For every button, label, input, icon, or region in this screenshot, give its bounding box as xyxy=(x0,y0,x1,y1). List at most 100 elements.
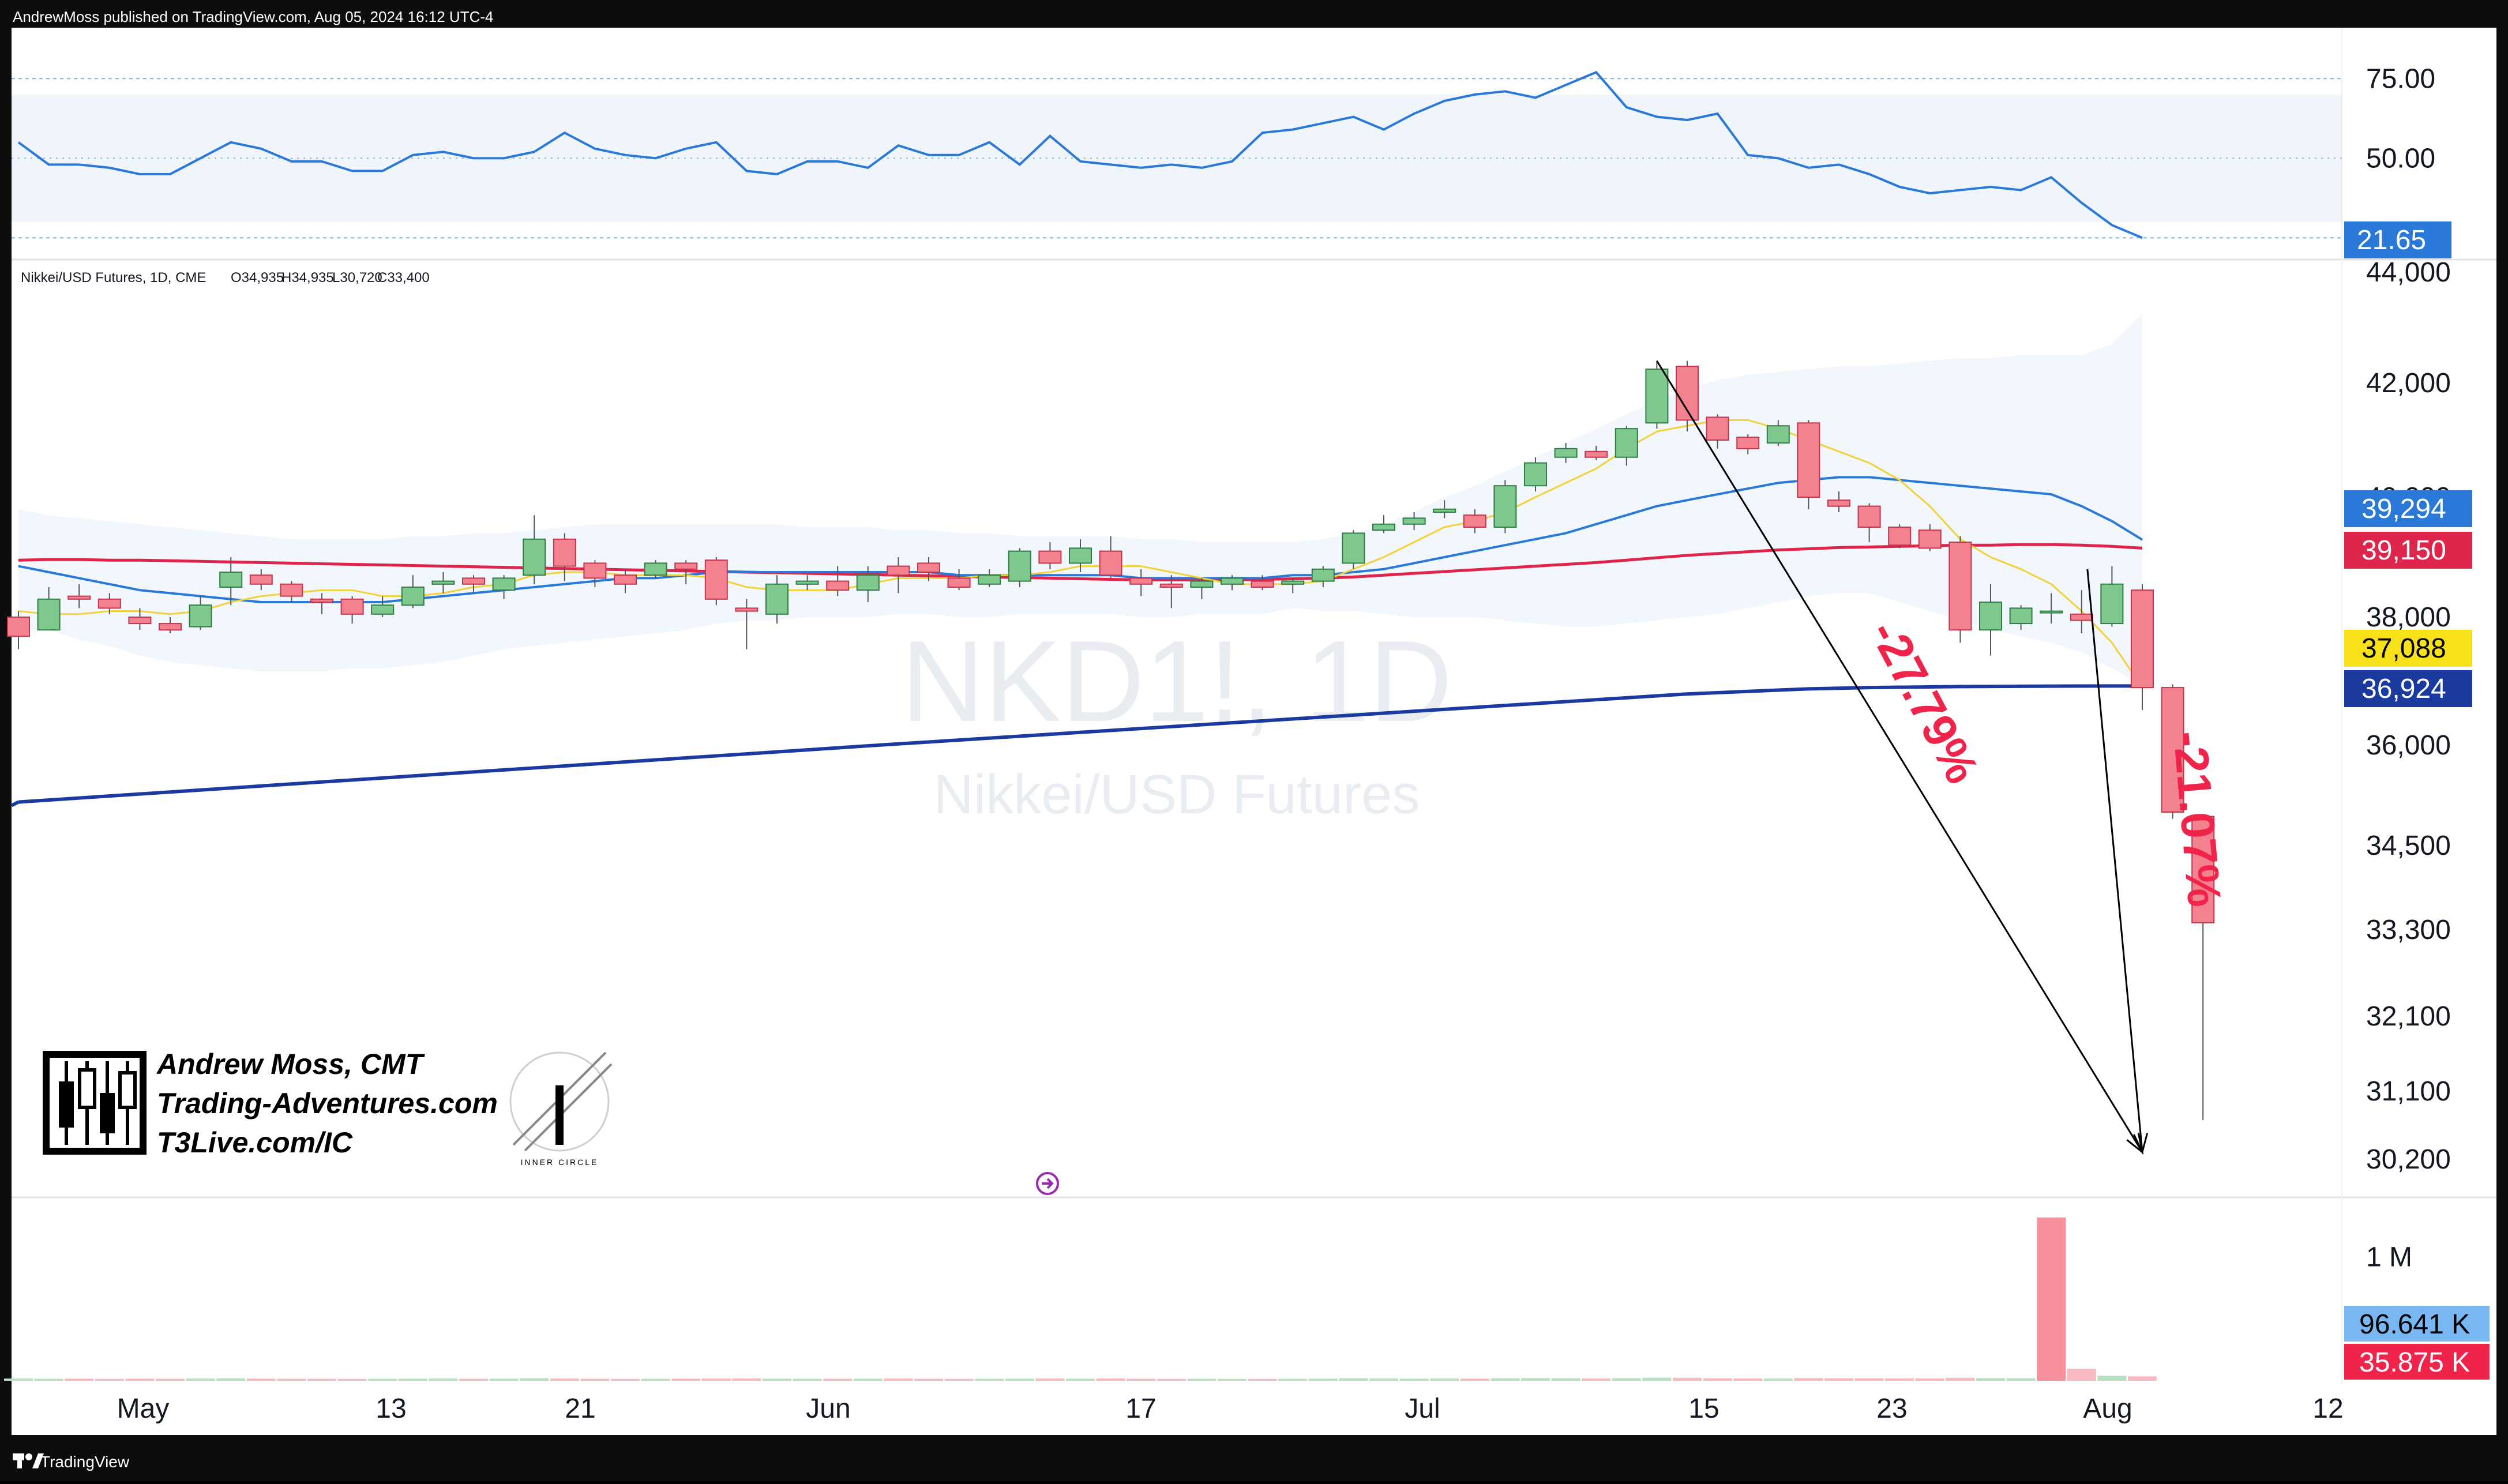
candle[interactable] xyxy=(674,560,698,584)
candle[interactable] xyxy=(1827,491,1850,512)
candle[interactable] xyxy=(37,587,61,631)
candle[interactable] xyxy=(1342,530,1365,569)
candle[interactable] xyxy=(887,557,910,593)
candle[interactable] xyxy=(67,584,91,608)
candle[interactable] xyxy=(704,557,728,606)
volume-bar[interactable] xyxy=(307,1378,336,1381)
candle[interactable] xyxy=(1099,536,1122,578)
time-tick-label[interactable]: 17 xyxy=(1125,1393,1156,1424)
candle[interactable] xyxy=(947,569,971,591)
volume-bar[interactable] xyxy=(1976,1378,2005,1381)
volume-bar[interactable] xyxy=(277,1378,306,1381)
candle[interactable] xyxy=(765,575,789,624)
volume-bar[interactable] xyxy=(2006,1378,2036,1381)
candle[interactable] xyxy=(1129,569,1153,596)
candle[interactable] xyxy=(1948,536,1972,643)
candle[interactable] xyxy=(2040,593,2063,624)
volume-bar[interactable] xyxy=(701,1378,731,1381)
volume-panel[interactable]: 1 M 96.641 K 35.875 K xyxy=(4,1217,2490,1381)
volume-bar[interactable] xyxy=(884,1378,913,1381)
candle[interactable] xyxy=(189,596,212,630)
volume-bar[interactable] xyxy=(368,1378,397,1381)
candle[interactable] xyxy=(1493,480,1517,534)
volume-bar[interactable] xyxy=(763,1378,791,1381)
candle[interactable] xyxy=(159,617,182,633)
time-tick-label[interactable]: 12 xyxy=(2312,1393,2343,1424)
volume-bar[interactable] xyxy=(611,1378,640,1381)
candle[interactable] xyxy=(1463,509,1486,534)
volume-bar[interactable] xyxy=(459,1378,488,1381)
volume-bar[interactable] xyxy=(489,1378,519,1381)
candle[interactable] xyxy=(1038,542,1062,569)
volume-bar[interactable] xyxy=(1157,1378,1186,1381)
volume-bar[interactable] xyxy=(1885,1378,1914,1381)
volume-bar[interactable] xyxy=(550,1378,579,1381)
candle[interactable] xyxy=(856,566,880,602)
candle[interactable] xyxy=(1797,420,1820,509)
volume-bar[interactable] xyxy=(1430,1378,1459,1381)
candle[interactable] xyxy=(97,593,121,614)
time-tick-label[interactable]: May xyxy=(117,1393,170,1424)
volume-bar[interactable] xyxy=(1127,1378,1156,1381)
volume-bar[interactable] xyxy=(2097,1376,2127,1381)
volume-bar[interactable] xyxy=(1642,1377,1672,1381)
volume-bar[interactable] xyxy=(1096,1378,1125,1381)
volume-bar[interactable] xyxy=(1946,1377,1975,1381)
candle[interactable] xyxy=(1979,584,2002,656)
volume-bar[interactable] xyxy=(1703,1378,1732,1381)
volume-bar[interactable] xyxy=(186,1378,215,1381)
candle[interactable] xyxy=(401,575,425,608)
time-tick-label[interactable]: Aug xyxy=(2083,1393,2132,1424)
candle[interactable] xyxy=(1645,360,1669,429)
time-tick-label[interactable]: 13 xyxy=(376,1393,406,1424)
volume-bar[interactable] xyxy=(4,1378,33,1381)
candle[interactable] xyxy=(1190,578,1214,599)
candle[interactable] xyxy=(1736,434,1760,454)
candle[interactable] xyxy=(1221,575,1244,591)
candle[interactable] xyxy=(553,533,576,581)
candle[interactable] xyxy=(1251,575,1274,591)
volume-bar[interactable] xyxy=(1278,1378,1308,1381)
volume-bar[interactable] xyxy=(1582,1378,1611,1381)
annotation-arrow[interactable] xyxy=(1656,360,2143,1153)
time-tick-label[interactable]: Jul xyxy=(1405,1393,1440,1424)
volume-bar[interactable] xyxy=(793,1378,822,1381)
candle[interactable] xyxy=(128,608,152,630)
volume-bar[interactable] xyxy=(520,1378,549,1381)
volume-bar[interactable] xyxy=(156,1378,185,1381)
candle[interactable] xyxy=(583,560,607,587)
volume-bar[interactable] xyxy=(641,1378,670,1381)
candle[interactable] xyxy=(1857,503,1881,542)
candle[interactable] xyxy=(1524,457,1547,492)
candle[interactable] xyxy=(1402,512,1426,531)
candle[interactable] xyxy=(1281,578,1305,593)
candle[interactable] xyxy=(1069,539,1092,572)
symbol-legend[interactable]: Nikkei/USD Futures, 1D, CME O34,935 H34,… xyxy=(21,270,430,285)
candle[interactable] xyxy=(644,560,667,578)
volume-bar[interactable] xyxy=(1763,1378,1793,1381)
candle[interactable] xyxy=(371,596,395,617)
volume-bar[interactable] xyxy=(1187,1378,1217,1381)
candle[interactable] xyxy=(280,581,303,602)
candle[interactable] xyxy=(1554,442,1578,463)
time-tick-label[interactable]: 15 xyxy=(1688,1393,1719,1424)
candle[interactable] xyxy=(735,599,759,649)
candle[interactable] xyxy=(1433,500,1456,519)
time-tick-label[interactable]: Jun xyxy=(806,1393,850,1424)
volume-bar[interactable] xyxy=(1612,1378,1641,1381)
candle[interactable] xyxy=(1008,548,1031,587)
sma200-line[interactable] xyxy=(18,684,2142,804)
sma20-line[interactable] xyxy=(18,476,2143,603)
candle[interactable] xyxy=(1585,445,1608,460)
candle[interactable] xyxy=(1311,566,1335,587)
volume-bar[interactable] xyxy=(1673,1377,1702,1381)
candle[interactable] xyxy=(2100,566,2124,627)
volume-bar[interactable] xyxy=(65,1378,94,1381)
candle[interactable] xyxy=(523,515,546,584)
candle[interactable] xyxy=(310,593,333,614)
volume-bar[interactable] xyxy=(1369,1378,1398,1381)
candle[interactable] xyxy=(1766,420,1790,446)
sma50-line[interactable] xyxy=(18,543,2143,582)
volume-bar[interactable] xyxy=(975,1378,1004,1381)
